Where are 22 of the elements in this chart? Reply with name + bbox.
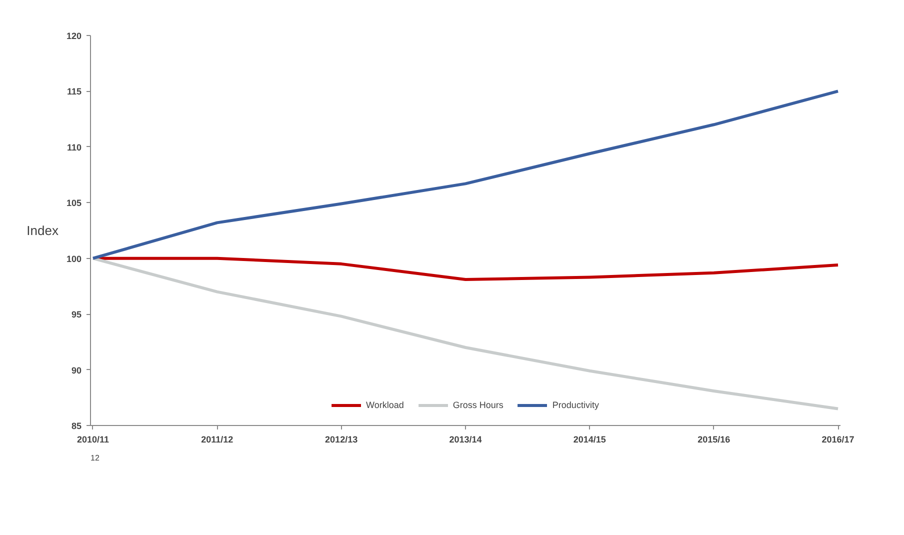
x-tick-label: 2013/14 bbox=[449, 434, 482, 444]
y-tick-label: 100 bbox=[66, 254, 82, 264]
text: 12 bbox=[90, 454, 100, 462]
line-series bbox=[91, 256, 840, 410]
x-tick-label: 2011/12 bbox=[201, 434, 234, 444]
y-tick-label: 95 bbox=[71, 310, 82, 320]
y-tick-label: 90 bbox=[71, 365, 82, 376]
legend-label: Workload bbox=[366, 400, 404, 410]
x-tick-label: 2010/11 bbox=[76, 434, 110, 444]
y-axis-title: Index bbox=[26, 223, 59, 238]
legend-label: Gross Hours bbox=[452, 400, 504, 410]
line-series bbox=[91, 90, 840, 260]
y-tick-label: 110 bbox=[66, 142, 82, 152]
x-tick-label: 2014/15 bbox=[573, 434, 606, 444]
y-tick-label: 85 bbox=[71, 421, 82, 431]
y-tick-label: 120 bbox=[66, 31, 82, 41]
y-tick-label: 105 bbox=[66, 198, 82, 208]
y-tick-label: 115 bbox=[66, 86, 82, 97]
x-tick-label: 2016/17 bbox=[822, 434, 854, 444]
legend-label: Productivity bbox=[552, 400, 599, 410]
x-tick-label: 2015/16 bbox=[698, 434, 730, 444]
x-tick-label: 2012/13 bbox=[325, 434, 358, 444]
